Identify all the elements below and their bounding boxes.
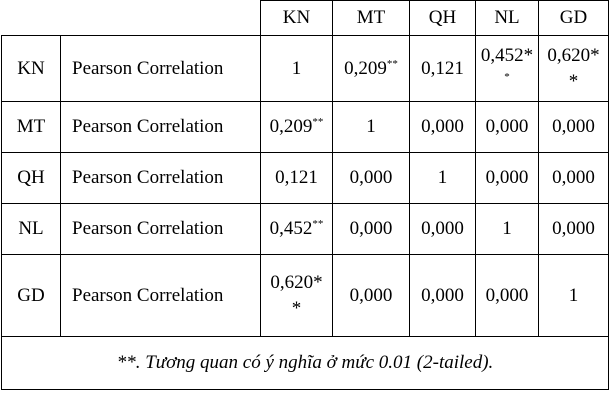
correlation-cell: 0,000 <box>538 203 609 255</box>
header-row: KN MT QH NL GD <box>1 0 609 36</box>
column-header: GD <box>538 0 609 36</box>
correlation-cell: 1 <box>332 101 410 153</box>
correlation-cell: 1 <box>409 152 476 204</box>
correlation-cell: 0,620* * <box>538 35 609 102</box>
correlation-cell: 0,452** <box>260 203 333 255</box>
correlation-cell: 1 <box>538 254 609 337</box>
significance-mark: ** <box>312 116 324 128</box>
row-header: MT <box>1 101 61 153</box>
row-header: QH <box>1 152 61 204</box>
column-header: QH <box>409 0 476 36</box>
header-blank-cell <box>1 0 261 36</box>
table-row: MT Pearson Correlation 0,209** 1 0,000 0… <box>1 101 609 153</box>
correlation-cell: 0,000 <box>475 101 539 153</box>
row-header: GD <box>1 254 61 337</box>
significance-mark: * <box>568 70 579 92</box>
correlation-cell: 0,452* * <box>475 35 539 102</box>
correlation-cell: 0,000 <box>409 254 476 337</box>
correlation-cell: 1 <box>475 203 539 255</box>
correlation-cell: 0,000 <box>538 101 609 153</box>
correlation-cell: 0,000 <box>475 152 539 204</box>
correlation-cell: 0,209** <box>332 35 410 102</box>
table-row: QH Pearson Correlation 0,121 0,000 1 0,0… <box>1 152 609 204</box>
correlation-cell: 0,121 <box>409 35 476 102</box>
statistic-label: Pearson Correlation <box>60 203 261 255</box>
significance-mark: * <box>291 297 302 319</box>
statistic-label: Pearson Correlation <box>60 254 261 337</box>
correlation-cell: 0,000 <box>332 203 410 255</box>
row-header: KN <box>1 35 61 102</box>
correlation-cell: 0,209** <box>260 101 333 153</box>
column-header: MT <box>332 0 410 36</box>
statistic-label: Pearson Correlation <box>60 152 261 204</box>
correlation-cell: 0,121 <box>260 152 333 204</box>
correlation-cell: 0,000 <box>409 101 476 153</box>
footnote-row: **. Tương quan có ý nghĩa ở mức 0.01 (2-… <box>1 336 609 390</box>
statistic-label: Pearson Correlation <box>60 101 261 153</box>
cell-value: 0,121 <box>421 57 464 79</box>
significance-mark: * <box>504 70 510 83</box>
table-footnote: **. Tương quan có ý nghĩa ở mức 0.01 (2-… <box>1 336 609 390</box>
column-header: NL <box>475 0 539 36</box>
significance-mark: ** <box>386 57 398 70</box>
cell-value: 0,209 <box>269 116 313 137</box>
statistic-label: Pearson Correlation <box>60 35 261 102</box>
cell-value: 0,620* <box>270 271 323 293</box>
significance-mark: ** <box>312 218 324 230</box>
cell-value: 0,209 <box>344 57 387 79</box>
row-header: NL <box>1 203 61 255</box>
table-row: GD Pearson Correlation 0,620* * 0,000 0,0… <box>1 254 609 337</box>
table-row: KN Pearson Correlation 1 0,209** 0,121 0… <box>1 35 609 102</box>
column-header: KN <box>260 0 333 36</box>
correlation-cell: 0,000 <box>332 254 410 337</box>
correlation-cell: 0,000 <box>332 152 410 204</box>
correlation-cell: 0,000 <box>538 152 609 204</box>
correlation-cell: 0,000 <box>475 254 539 337</box>
correlation-cell: 1 <box>260 35 333 102</box>
correlation-cell: 0,620* * <box>260 254 333 337</box>
cell-value: 1 <box>291 57 302 79</box>
cell-value: 0,452 <box>269 218 313 239</box>
correlation-table: KN MT QH NL GD KN Pearson Correlation 1 … <box>1 0 609 390</box>
correlation-cell: 0,000 <box>409 203 476 255</box>
cell-value: 0,620* <box>547 44 600 66</box>
table-row: NL Pearson Correlation 0,452** 0,000 0,0… <box>1 203 609 255</box>
cell-value: 0,452* <box>480 44 534 66</box>
